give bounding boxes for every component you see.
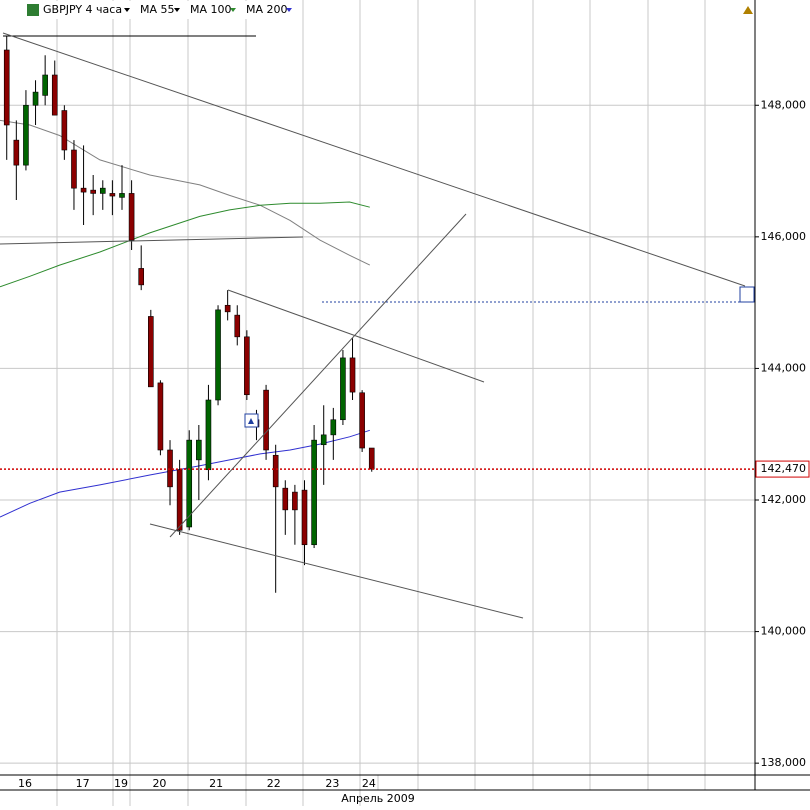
y-tick-label: 144,000 bbox=[761, 361, 807, 374]
x-tick-label: 22 bbox=[267, 777, 281, 790]
x-axis-label: Апрель 2009 bbox=[341, 792, 414, 805]
last-price-box bbox=[755, 460, 810, 478]
dropdown[interactable] bbox=[286, 8, 292, 12]
candle-body bbox=[292, 491, 298, 511]
candle-body bbox=[51, 74, 58, 116]
candle-body bbox=[349, 357, 356, 393]
candle-body bbox=[320, 434, 327, 446]
alert-icon[interactable] bbox=[739, 286, 755, 303]
x-tick-label: 16 bbox=[18, 777, 32, 790]
candle-body bbox=[234, 314, 241, 338]
scroll-icon[interactable] bbox=[743, 6, 753, 14]
candle-body bbox=[13, 139, 20, 166]
candle-body bbox=[119, 193, 125, 198]
y-tick-label: 140,000 bbox=[761, 625, 807, 638]
candle-body bbox=[186, 439, 193, 528]
candle-body bbox=[368, 447, 375, 470]
moving-average bbox=[0, 119, 371, 266]
candle-body bbox=[272, 454, 279, 488]
trend-lines bbox=[0, 32, 746, 619]
x-tick-label: 19 bbox=[114, 777, 128, 790]
candle-body bbox=[23, 104, 29, 166]
x-tick-label: 24 bbox=[362, 777, 376, 790]
candle-body bbox=[224, 304, 231, 313]
header bbox=[1, 1, 301, 19]
candle-body bbox=[244, 336, 250, 396]
y-tick-label: 138,000 bbox=[761, 756, 807, 769]
candle-body bbox=[32, 91, 39, 106]
legend-entry[interactable]: MA 100 bbox=[190, 3, 232, 16]
symbol[interactable]: GBPJPY 4 часа bbox=[43, 3, 122, 16]
dropdown[interactable] bbox=[124, 8, 130, 12]
candle-body bbox=[205, 399, 212, 471]
candle-body bbox=[311, 439, 317, 546]
candle-body bbox=[330, 419, 337, 436]
candle-body bbox=[176, 469, 183, 531]
candle-body bbox=[90, 189, 96, 194]
moving-average bbox=[0, 201, 370, 288]
legend-entry[interactable]: MA 200 bbox=[246, 3, 288, 16]
candle-body bbox=[301, 489, 308, 546]
symbol-icon bbox=[27, 4, 39, 16]
x-tick-label: 20 bbox=[152, 777, 166, 790]
candle-body bbox=[157, 382, 164, 451]
candle-body bbox=[263, 389, 269, 451]
candle-body bbox=[359, 392, 365, 449]
y-tick-label: 146,000 bbox=[761, 230, 807, 243]
x-tick-label: 23 bbox=[325, 777, 339, 790]
candle-body bbox=[196, 439, 202, 461]
day-grid bbox=[56, 0, 706, 806]
candle-body bbox=[148, 316, 154, 388]
trade-marker-arrow bbox=[248, 418, 254, 424]
candle-body bbox=[109, 193, 116, 197]
x-tick-label: 17 bbox=[76, 777, 90, 790]
candle-body bbox=[215, 309, 221, 401]
y-tick-label: 142,000 bbox=[761, 493, 807, 506]
candle-body bbox=[71, 149, 77, 189]
candle-body bbox=[340, 357, 346, 421]
x-tick-label: 21 bbox=[209, 777, 223, 790]
candle-body bbox=[3, 49, 10, 126]
candle-body bbox=[128, 193, 135, 241]
candle-body bbox=[61, 110, 68, 151]
candle-body bbox=[99, 187, 106, 194]
candle-body bbox=[42, 74, 48, 96]
legend-entry[interactable]: MA 55 bbox=[140, 3, 175, 16]
candle-body bbox=[80, 187, 87, 193]
last-price-label: 142,470 bbox=[761, 462, 807, 475]
dropdown[interactable] bbox=[174, 8, 180, 12]
dropdown[interactable] bbox=[230, 8, 236, 12]
candle-body bbox=[138, 268, 145, 286]
candle-body bbox=[282, 487, 289, 511]
y-tick-label: 148,000 bbox=[761, 98, 807, 111]
